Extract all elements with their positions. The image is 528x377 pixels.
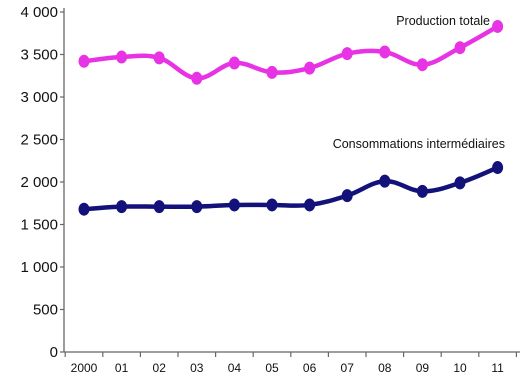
y-tick-label: 2 500 xyxy=(20,132,58,149)
series-layer xyxy=(78,19,504,216)
data-point xyxy=(379,174,391,188)
x-tick-label: 08 xyxy=(378,361,392,375)
x-tick-label: 03 xyxy=(190,361,204,375)
x-tick-label: 09 xyxy=(416,361,430,375)
data-point xyxy=(228,56,240,70)
data-point xyxy=(492,161,504,175)
data-point xyxy=(454,176,466,190)
data-point xyxy=(266,198,278,212)
x-tick-label: 06 xyxy=(303,361,317,375)
series-label: Production totale xyxy=(396,14,490,28)
data-point xyxy=(78,202,90,216)
data-point xyxy=(341,189,353,203)
y-tick-label: 3 500 xyxy=(20,47,58,64)
data-point xyxy=(266,65,278,79)
x-tick-label: 02 xyxy=(153,361,167,375)
y-tick-label: 1 000 xyxy=(20,259,58,276)
data-point xyxy=(191,71,203,85)
data-point xyxy=(153,200,165,214)
data-point xyxy=(116,50,128,64)
data-point xyxy=(304,198,316,212)
x-tick-label: 07 xyxy=(341,361,355,375)
y-tick-label: 500 xyxy=(33,302,58,319)
data-point xyxy=(416,184,428,198)
data-point xyxy=(379,45,391,59)
y-axis: 0 500 1 000 1 500 2 000 2 500 3 000 3 500 4 000 xyxy=(20,4,65,361)
x-tick-label: 01 xyxy=(115,361,129,375)
series-1 xyxy=(78,161,504,216)
series-line xyxy=(81,165,500,212)
data-point xyxy=(191,200,203,214)
data-point xyxy=(228,198,240,212)
x-tick-label: 2000 xyxy=(71,361,98,375)
series-0 xyxy=(78,19,504,85)
data-point xyxy=(116,200,128,214)
x-tick-label: 05 xyxy=(265,361,279,375)
y-tick-label: 1 500 xyxy=(20,217,58,234)
data-point xyxy=(304,61,316,75)
data-point xyxy=(454,41,466,55)
x-tick-label: 10 xyxy=(453,361,467,375)
x-axis: 2000 01 02 03 04 05 06 07 08 09 10 11 xyxy=(64,351,520,375)
data-point xyxy=(416,58,428,72)
y-tick-label: 4 000 xyxy=(20,4,58,21)
data-point xyxy=(492,19,504,33)
data-point xyxy=(153,51,165,65)
x-tick-label: 11 xyxy=(491,361,504,375)
data-point xyxy=(341,47,353,61)
y-tick-label: 2 000 xyxy=(20,174,58,191)
series-line xyxy=(81,24,500,81)
data-point xyxy=(78,54,90,68)
series-label: Consommations intermédiaires xyxy=(333,137,505,151)
y-tick-label: 0 xyxy=(50,344,58,361)
y-tick-label: 3 000 xyxy=(20,89,58,106)
x-tick-label: 04 xyxy=(228,361,242,375)
series-labels: Production totale Consommations intermédi… xyxy=(333,14,505,151)
